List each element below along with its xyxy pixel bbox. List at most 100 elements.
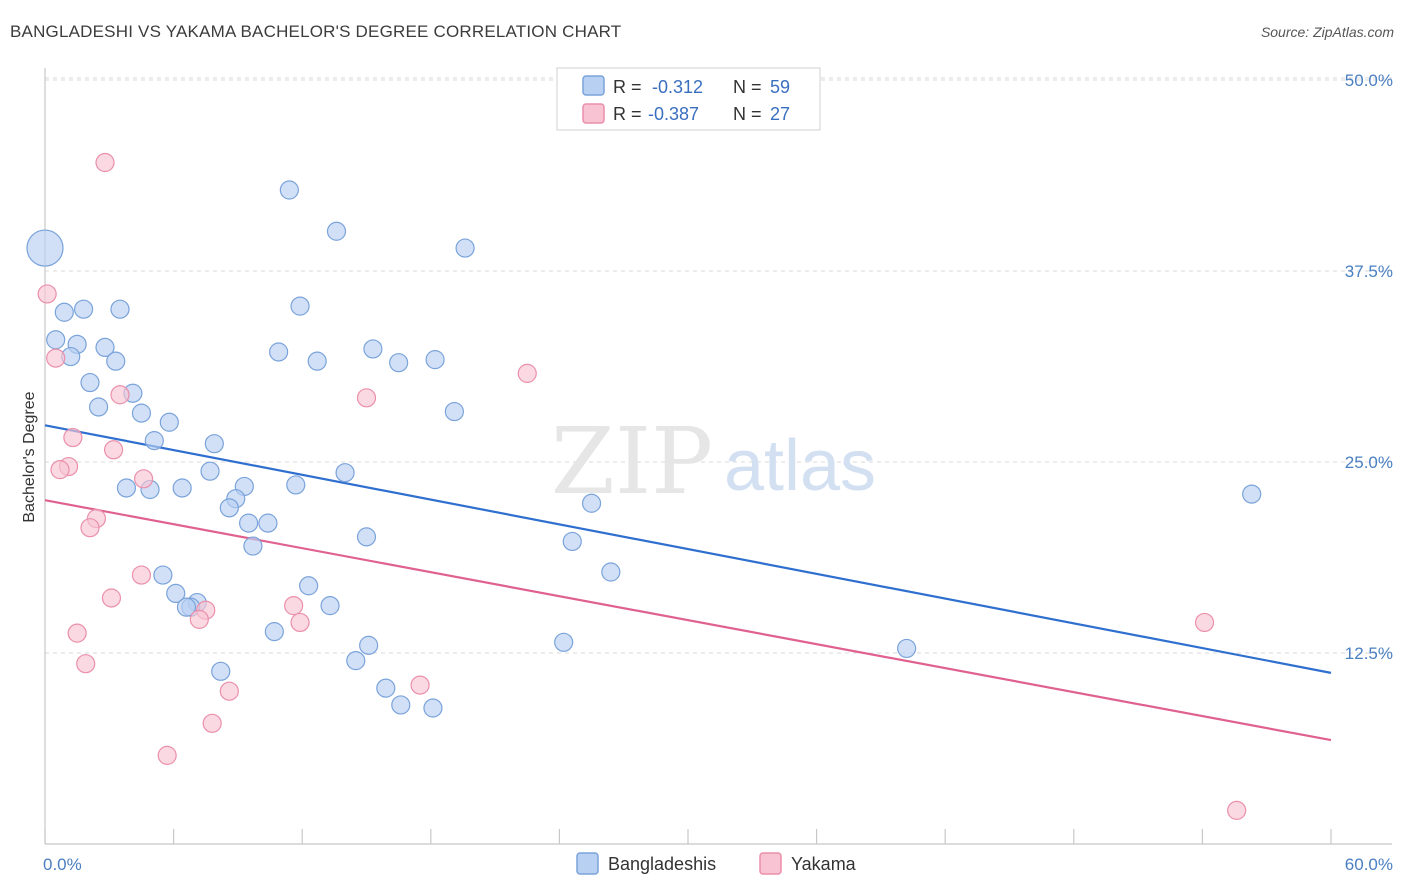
legend-n-value-0: 59 [770,77,790,97]
point-bangladeshis-44 [299,576,319,596]
point-yakama-10 [133,469,154,489]
legend-n-label-1: N = [733,104,762,124]
point-bangladeshis-18 [80,372,100,393]
point-yakama-2 [46,348,66,368]
point-yakama-15 [284,596,304,616]
point-bangladeshis-29 [172,478,192,498]
point-yakama-25 [157,745,177,765]
point-yakama-0 [95,152,115,173]
chart-title: BANGLADESHI VS YAKAMA BACHELOR'S DEGREE … [10,22,622,41]
x-tick-label-0: 0.0% [43,855,82,874]
point-bangladeshis-32 [286,475,306,495]
point-yakama-9 [50,460,70,480]
legend-r-label-1: R = [613,104,642,124]
point-bangladeshis-37 [239,513,259,533]
point-yakama-4 [110,385,130,405]
legend-r-value-1: -0.387 [648,104,699,124]
point-bangladeshis-23 [159,412,179,432]
legend-r-value-0: -0.312 [652,77,703,97]
point-bangladeshis-13 [269,342,289,362]
trend-line-yakama [44,499,1332,742]
point-bangladeshis-12 [106,351,126,371]
axes [44,68,1392,845]
point-bangladeshis-15 [363,339,383,359]
legend-swatch-yakama [582,103,605,124]
point-bangladeshis-45 [166,583,186,604]
point-bangladeshis-42 [601,562,621,582]
point-bangladeshis-38 [258,513,278,533]
point-bangladeshis-6 [110,299,130,319]
point-bangladeshis-17 [425,350,445,370]
point-bangladeshis-26 [200,461,220,481]
point-bangladeshis-2 [326,221,347,241]
point-bangladeshis-39 [356,527,377,547]
point-bangladeshis-20 [88,397,109,417]
point-bangladeshis-35 [581,493,602,513]
point-bangladeshis-57 [391,695,411,715]
point-bangladeshis-36 [1242,484,1262,504]
point-yakama-12 [80,518,100,538]
watermark-atlas: atlas [724,426,876,506]
point-bangladeshis-50 [264,622,284,642]
point-bangladeshis-5 [73,299,94,319]
point-yakama-19 [1194,612,1215,633]
point-bangladeshis-25 [204,434,224,454]
point-yakama-21 [76,654,96,674]
point-yakama-24 [202,713,222,733]
point-bangladeshis-54 [346,651,366,671]
point-bangladeshis-49 [320,596,340,616]
point-bangladeshis-34 [219,498,239,518]
point-bangladeshis-27 [335,463,355,483]
y-axis-title: Bachelor's Degree [21,391,38,522]
point-yakama-26 [1227,800,1247,820]
point-bangladeshis-40 [243,536,263,556]
data-points [26,152,1262,820]
bottom-legend-swatch-bangladeshis [576,852,599,875]
point-yakama-1 [37,284,57,304]
point-bangladeshis-22 [444,401,464,422]
point-bangladeshis-41 [562,531,582,552]
point-bangladeshis-21 [131,403,152,423]
top-legend: R = -0.312 N = 59 R = -0.387 N = 27 [556,67,821,131]
point-yakama-20 [67,623,87,643]
bottom-legend-label-yakama: Yakama [791,854,857,874]
point-yakama-7 [103,440,124,460]
legend-swatch-bangladeshis [582,75,605,96]
point-bangladeshis-43 [153,565,173,585]
legend-n-value-1: 27 [770,104,790,124]
point-bangladeshis-7 [290,296,310,316]
watermark-zip: ZIP [551,408,713,515]
bottom-legend: Bangladeshis Yakama [576,852,857,875]
legend-n-label-0: N = [733,77,762,97]
point-bangladeshis-4 [54,302,74,322]
point-bangladeshis-8 [46,330,66,350]
point-bangladeshis-1 [279,180,299,200]
y-tick-label-3: 50.0% [1345,71,1393,90]
point-yakama-13 [131,565,152,585]
point-yakama-6 [63,427,83,448]
y-tick-label-2: 37.5% [1345,262,1393,281]
source-label: Source: ZipAtlas.com [1260,24,1394,40]
point-bangladeshis-52 [554,632,574,652]
y-tick-label-0: 12.5% [1345,644,1393,663]
point-yakama-5 [356,388,377,408]
point-yakama-18 [290,612,310,633]
point-bangladeshis-53 [897,638,917,659]
trend-line-bangladeshis [44,424,1332,674]
point-yakama-22 [410,675,430,695]
watermark: ZIP atlas [551,408,876,515]
point-yakama-14 [101,588,122,608]
point-bangladeshis-10 [95,337,115,357]
point-bangladeshis-28 [116,478,137,498]
point-bangladeshis-16 [389,353,409,373]
point-bangladeshis-55 [211,661,231,681]
point-bangladeshis-14 [307,351,327,371]
bottom-legend-swatch-yakama [759,852,782,875]
x-tick-label-1: 60.0% [1345,855,1393,874]
point-bangladeshis-51 [359,635,379,655]
tick-labels: 12.5% 25.0% 37.5% 50.0% 0.0% 60.0% [43,71,1393,874]
point-bangladeshis-0 [26,229,64,267]
bottom-legend-label-bangladeshis: Bangladeshis [608,854,716,874]
point-bangladeshis-24 [144,431,164,451]
point-bangladeshis-3 [455,238,475,258]
